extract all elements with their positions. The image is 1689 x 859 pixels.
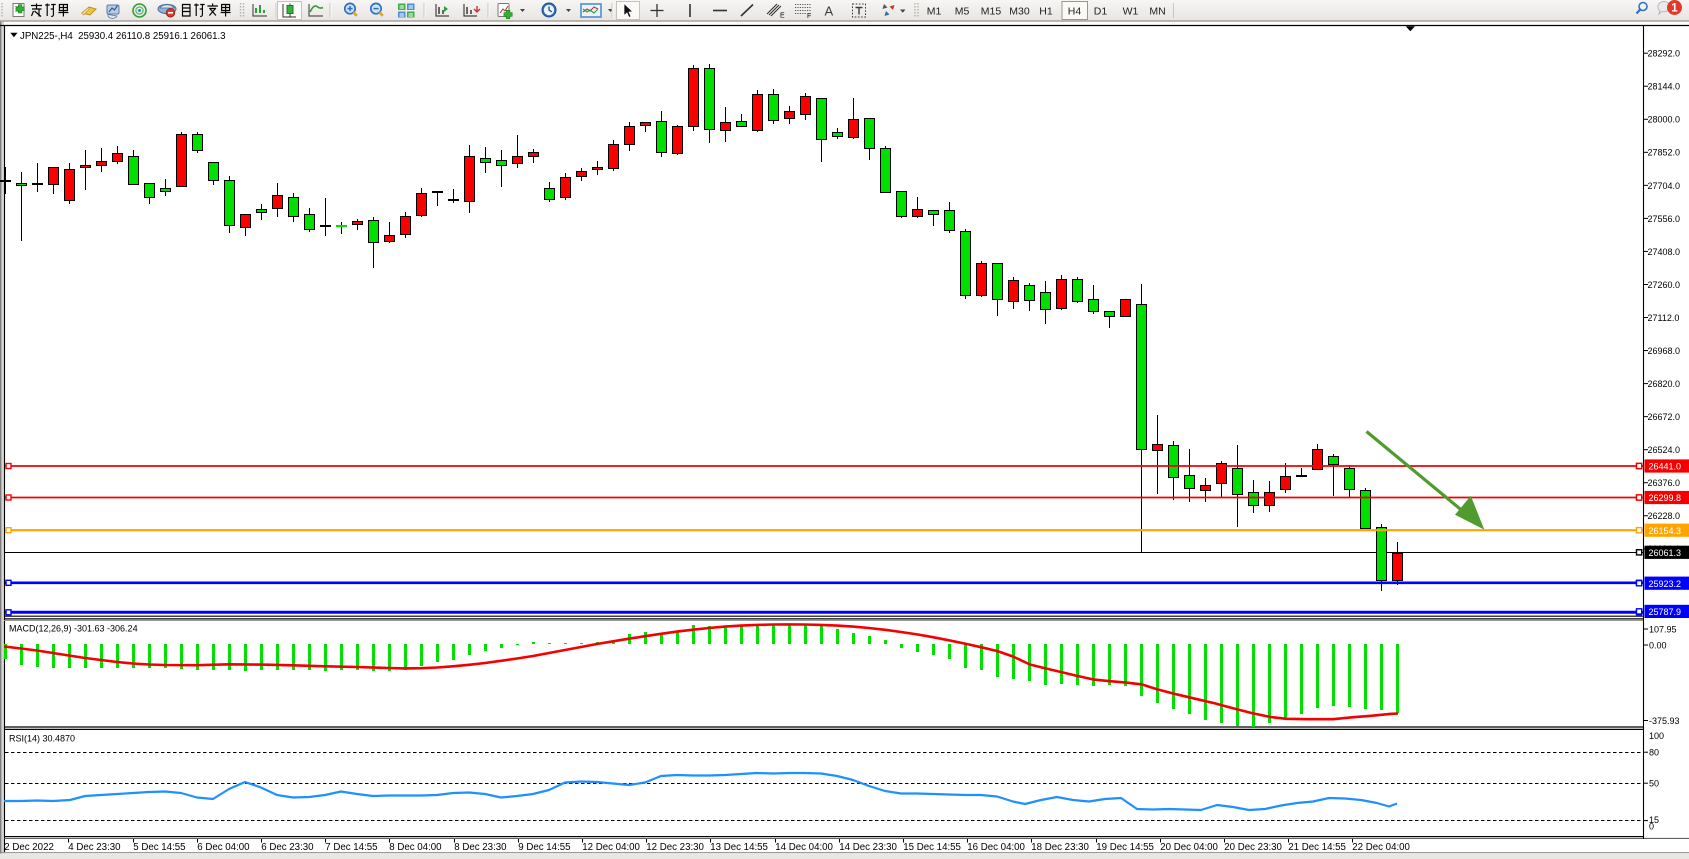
svg-text:27260.0: 27260.0 <box>1648 280 1681 290</box>
svg-text:4 Dec 23:30: 4 Dec 23:30 <box>68 842 121 853</box>
svg-text:18 Dec 23:30: 18 Dec 23:30 <box>1031 842 1089 853</box>
svg-text:M1: M1 <box>927 6 942 18</box>
svg-text:12 Dec 23:30: 12 Dec 23:30 <box>646 842 704 853</box>
svg-text:14 Dec 23:30: 14 Dec 23:30 <box>839 842 897 853</box>
svg-text:6 Dec 04:00: 6 Dec 04:00 <box>197 842 250 853</box>
svg-text:MN: MN <box>1149 6 1165 18</box>
svg-text:26228.0: 26228.0 <box>1648 511 1681 521</box>
svg-text:16 Dec 04:00: 16 Dec 04:00 <box>967 842 1025 853</box>
svg-text:26441.0: 26441.0 <box>1649 462 1682 472</box>
svg-text:0.00: 0.00 <box>1649 640 1667 650</box>
svg-text:15 Dec 14:55: 15 Dec 14:55 <box>903 842 961 853</box>
svg-text:28292.0: 28292.0 <box>1648 49 1681 59</box>
svg-text:H4: H4 <box>1068 6 1082 18</box>
svg-text:27704.0: 27704.0 <box>1648 181 1681 191</box>
svg-text:5 Dec 14:55: 5 Dec 14:55 <box>133 842 185 853</box>
svg-text:M5: M5 <box>955 6 970 18</box>
svg-text:E: E <box>780 13 785 20</box>
svg-text:21 Dec 14:55: 21 Dec 14:55 <box>1288 842 1346 853</box>
svg-text:28000.0: 28000.0 <box>1648 115 1681 125</box>
svg-text:MACD(12,26,9) -301.63 -306.24: MACD(12,26,9) -301.63 -306.24 <box>9 624 138 634</box>
svg-text:9 Dec 14:55: 9 Dec 14:55 <box>518 842 570 853</box>
svg-text:-375.93: -375.93 <box>1649 716 1680 726</box>
svg-text:8 Dec 04:00: 8 Dec 04:00 <box>389 842 442 853</box>
svg-text:26672.0: 26672.0 <box>1648 412 1681 422</box>
svg-text:27556.0: 27556.0 <box>1648 214 1681 224</box>
svg-text:8 Dec 23:30: 8 Dec 23:30 <box>454 842 507 853</box>
svg-text:25787.9: 25787.9 <box>1649 607 1682 617</box>
svg-text:28144.0: 28144.0 <box>1648 82 1681 92</box>
svg-text:27852.0: 27852.0 <box>1648 148 1681 158</box>
svg-text:0: 0 <box>1649 822 1654 832</box>
svg-text:26524.0: 26524.0 <box>1648 445 1681 455</box>
svg-text:20 Dec 04:00: 20 Dec 04:00 <box>1160 842 1218 853</box>
svg-text:25923.2: 25923.2 <box>1649 579 1682 589</box>
svg-text:26154.3: 26154.3 <box>1649 526 1682 536</box>
svg-text:13 Dec 14:55: 13 Dec 14:55 <box>710 842 768 853</box>
svg-text:26968.0: 26968.0 <box>1648 346 1681 356</box>
svg-text:H1: H1 <box>1039 6 1053 18</box>
svg-text:JPN225-,H4 25930.4 26110.8 25: JPN225-,H4 25930.4 26110.8 25916.1 26061… <box>20 31 226 42</box>
svg-text:2 Dec 2022: 2 Dec 2022 <box>4 842 54 853</box>
svg-text:14 Dec 04:00: 14 Dec 04:00 <box>775 842 833 853</box>
svg-text:107.95: 107.95 <box>1649 624 1677 634</box>
svg-text:26820.0: 26820.0 <box>1648 379 1681 389</box>
svg-text:27408.0: 27408.0 <box>1648 247 1681 257</box>
svg-text:M15: M15 <box>981 6 1002 18</box>
svg-text:A: A <box>825 4 834 19</box>
svg-text:7 Dec 14:55: 7 Dec 14:55 <box>325 842 377 853</box>
svg-text:80: 80 <box>1649 748 1659 758</box>
svg-text:20 Dec 23:30: 20 Dec 23:30 <box>1224 842 1282 853</box>
svg-text:RSI(14) 30.4870: RSI(14) 30.4870 <box>9 734 75 744</box>
svg-text:D1: D1 <box>1094 6 1108 18</box>
svg-text:50: 50 <box>1649 779 1659 789</box>
svg-text:12 Dec 04:00: 12 Dec 04:00 <box>582 842 640 853</box>
svg-text:26299.8: 26299.8 <box>1649 493 1682 503</box>
svg-text:15: 15 <box>1649 815 1659 825</box>
svg-text:F: F <box>807 13 811 20</box>
svg-text:100: 100 <box>1649 731 1664 741</box>
svg-text:1: 1 <box>1671 3 1678 15</box>
svg-text:6 Dec 23:30: 6 Dec 23:30 <box>261 842 314 853</box>
svg-text:22 Dec 04:00: 22 Dec 04:00 <box>1352 842 1410 853</box>
svg-text:W1: W1 <box>1123 6 1139 18</box>
svg-text:19 Dec 14:55: 19 Dec 14:55 <box>1096 842 1154 853</box>
svg-text:M30: M30 <box>1009 6 1030 18</box>
svg-text:26376.0: 26376.0 <box>1648 478 1681 488</box>
svg-text:26061.3: 26061.3 <box>1649 548 1682 558</box>
svg-text:27112.0: 27112.0 <box>1648 313 1680 323</box>
